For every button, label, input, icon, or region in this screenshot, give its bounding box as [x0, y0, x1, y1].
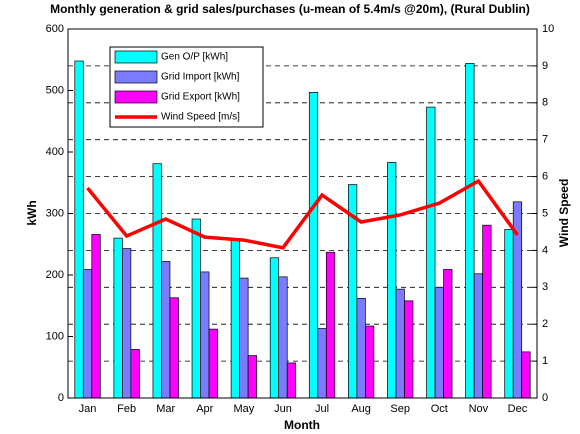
bar: [130, 349, 140, 399]
y-axis-label: kWh: [25, 200, 39, 225]
bar: [356, 298, 366, 399]
line-series: [86, 178, 519, 250]
y-tick-label: 200: [46, 269, 64, 281]
legend-label: Grid Export [kWh]: [161, 92, 240, 103]
legend-label: Wind Speed [m/s]: [161, 112, 240, 123]
x-tick-label: Jan: [79, 403, 97, 415]
bar: [521, 351, 531, 399]
y2-tick-label: 0: [542, 392, 548, 404]
y2-tick-label: 4: [542, 244, 548, 256]
legend-swatch: [114, 90, 158, 104]
y2-tick-label: 9: [542, 60, 548, 72]
bar: [239, 277, 249, 399]
bar: [308, 91, 319, 399]
bar: [426, 106, 436, 399]
bar: [113, 237, 123, 399]
bar: [434, 286, 444, 399]
x-tick-label: Aug: [351, 403, 371, 415]
bar: [395, 288, 405, 399]
bar: [208, 328, 218, 399]
bar: [230, 238, 240, 399]
bar: [122, 248, 132, 399]
bar: [74, 60, 84, 399]
bar: [200, 271, 210, 399]
x-tick-label: Jun: [274, 403, 292, 415]
bar: [482, 224, 492, 399]
x-axis-label: Month: [284, 418, 320, 432]
y-tick-label: 300: [46, 207, 64, 219]
x-tick-label: Feb: [117, 403, 136, 415]
y2-tick-label: 7: [542, 134, 548, 146]
bar: [82, 269, 93, 399]
y-tick-label: 100: [46, 330, 64, 342]
bar: [91, 234, 101, 399]
bar: [404, 300, 414, 399]
bar: [269, 257, 280, 399]
bar: [504, 229, 514, 399]
bar: [247, 355, 257, 399]
y-tick-label: 400: [46, 146, 64, 158]
y2-axis-label: Wind Speed: [557, 179, 571, 248]
x-tick-label: Apr: [196, 403, 213, 415]
y-tick-label: 500: [46, 84, 64, 96]
legend-label: Grid Import [kWh]: [161, 72, 240, 83]
bar: [152, 163, 162, 399]
y2-tick-label: 5: [542, 207, 548, 219]
bar: [286, 362, 297, 399]
y-tick-label: 600: [46, 23, 64, 35]
x-tick-label: Mar: [156, 403, 175, 415]
bar: [169, 297, 179, 399]
x-tick-label: Oct: [431, 403, 448, 415]
y-tick-label: 0: [58, 392, 64, 404]
y2-tick-label: 1: [542, 355, 548, 367]
y2-tick-label: 2: [542, 318, 548, 330]
y2-tick-label: 3: [542, 281, 548, 293]
bar: [473, 273, 483, 399]
bar: [443, 269, 453, 399]
legend-label: Gen O/P [kWh]: [161, 52, 228, 63]
bar: [325, 251, 336, 399]
bar: [191, 218, 201, 399]
x-tick-label: Jul: [315, 403, 329, 415]
bar: [365, 325, 375, 399]
legend-swatch: [114, 50, 158, 64]
bar: [161, 261, 171, 399]
x-tick-label: Nov: [469, 403, 489, 415]
x-tick-label: May: [233, 403, 254, 415]
y2-tick-label: 6: [542, 171, 548, 183]
y2-tick-label: 10: [542, 23, 554, 35]
bar: [278, 276, 288, 399]
bar: [317, 328, 327, 399]
x-tick-label: Sep: [390, 403, 410, 415]
x-tick-label: Dec: [508, 403, 528, 415]
bar: [387, 162, 397, 399]
y2-tick-label: 8: [542, 97, 548, 109]
plot-frame: [67, 28, 538, 399]
legend-swatch: [114, 70, 158, 84]
bar: [465, 63, 475, 399]
chart-title: Monthly generation & grid sales/purchase…: [50, 2, 530, 16]
